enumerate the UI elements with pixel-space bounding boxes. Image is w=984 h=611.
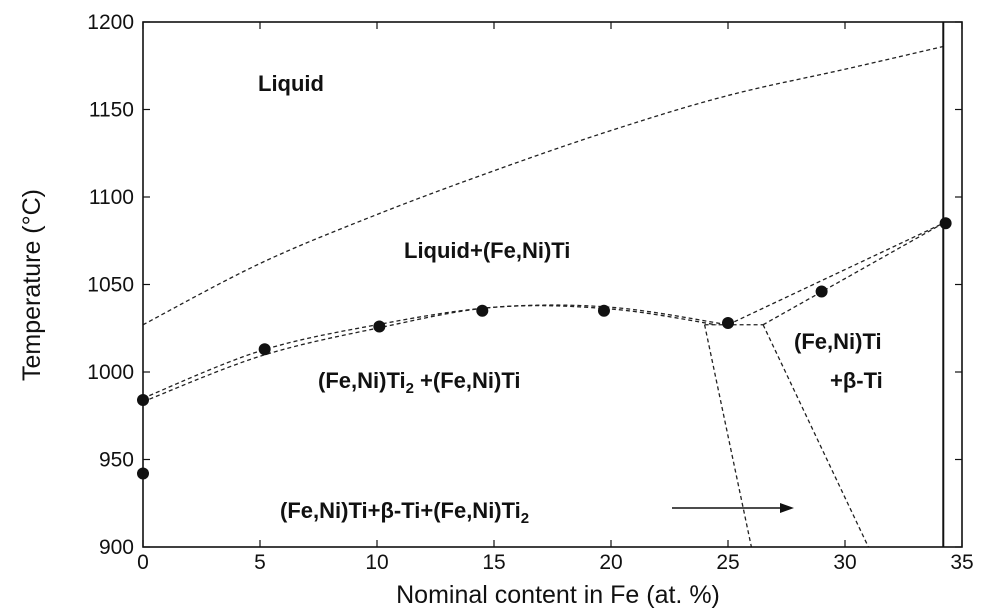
y-tick-label: 1100: [89, 186, 134, 209]
region-label-three-phase-sub: 2: [521, 510, 529, 527]
y-tick-label: 1150: [89, 99, 134, 122]
data-point: [476, 304, 489, 317]
boundary-solidus-b: [142, 304, 717, 403]
data-point: [722, 317, 734, 329]
boundary-solvus-right: [762, 324, 869, 548]
region-label-two-phase-sub: 2: [406, 380, 414, 397]
boundary-solidus-a: [142, 304, 729, 399]
x-tick-label: 20: [599, 551, 622, 574]
data-point: [939, 217, 952, 230]
x-axis-label: Nominal content in Fe (at. %): [396, 581, 720, 609]
phase-boundaries: [142, 22, 945, 548]
region-label-liquid-fe-ni-ti: Liquid+(Fe,Ni)Ti: [404, 238, 570, 263]
y-tick-label: 900: [99, 536, 134, 559]
data-point: [373, 320, 386, 333]
region-label-three-phase: (Fe,Ni)Ti+β-Ti+(Fe,Ni)Ti2: [280, 498, 529, 527]
three-phase-arrow-head: [780, 503, 794, 513]
x-ticks: 0 5 10 15 20 25 30 35: [137, 22, 974, 574]
y-tick-label: 1200: [87, 11, 134, 34]
plot-frame: [142, 21, 963, 548]
region-label-fe-ni-ti-beta-line2: +β-Ti: [830, 368, 883, 393]
data-point: [815, 285, 828, 298]
region-label-fe-ni-ti-beta-line1: (Fe,Ni)Ti: [794, 329, 882, 354]
x-tick-label: 15: [482, 551, 505, 574]
boundary-eutectic-to-tiedge-b: [762, 222, 944, 326]
x-tick-label: 0: [137, 551, 149, 574]
region-label-two-phase-main: (Fe,Ni)Ti: [318, 368, 406, 393]
y-axis-label: Temperature (°C): [18, 189, 46, 381]
data-point: [258, 343, 271, 356]
region-label-three-phase-main: (Fe,Ni)Ti+β-Ti+(Fe,Ni)Ti: [280, 498, 521, 523]
boundary-eutectic-to-tiedge-a: [727, 222, 944, 326]
x-tick-label: 35: [950, 551, 973, 574]
y-tick-label: 1050: [87, 274, 134, 297]
data-point: [597, 304, 610, 317]
region-label-liquid: Liquid: [258, 71, 324, 96]
x-tick-label: 10: [365, 551, 388, 574]
region-label-two-phase-rest: +(Fe,Ni)Ti: [414, 368, 521, 393]
y-tick-label: 950: [99, 449, 134, 472]
boundary-liquidus: [142, 45, 944, 326]
x-tick-label: 25: [716, 551, 739, 574]
x-tick-label: 5: [254, 551, 266, 574]
region-label-two-phase: (Fe,Ni)Ti2 +(Fe,Ni)Ti: [318, 368, 521, 397]
x-tick-label: 30: [833, 551, 856, 574]
boundary-solvus-left: [703, 324, 753, 548]
y-tick-label: 1000: [87, 361, 134, 384]
